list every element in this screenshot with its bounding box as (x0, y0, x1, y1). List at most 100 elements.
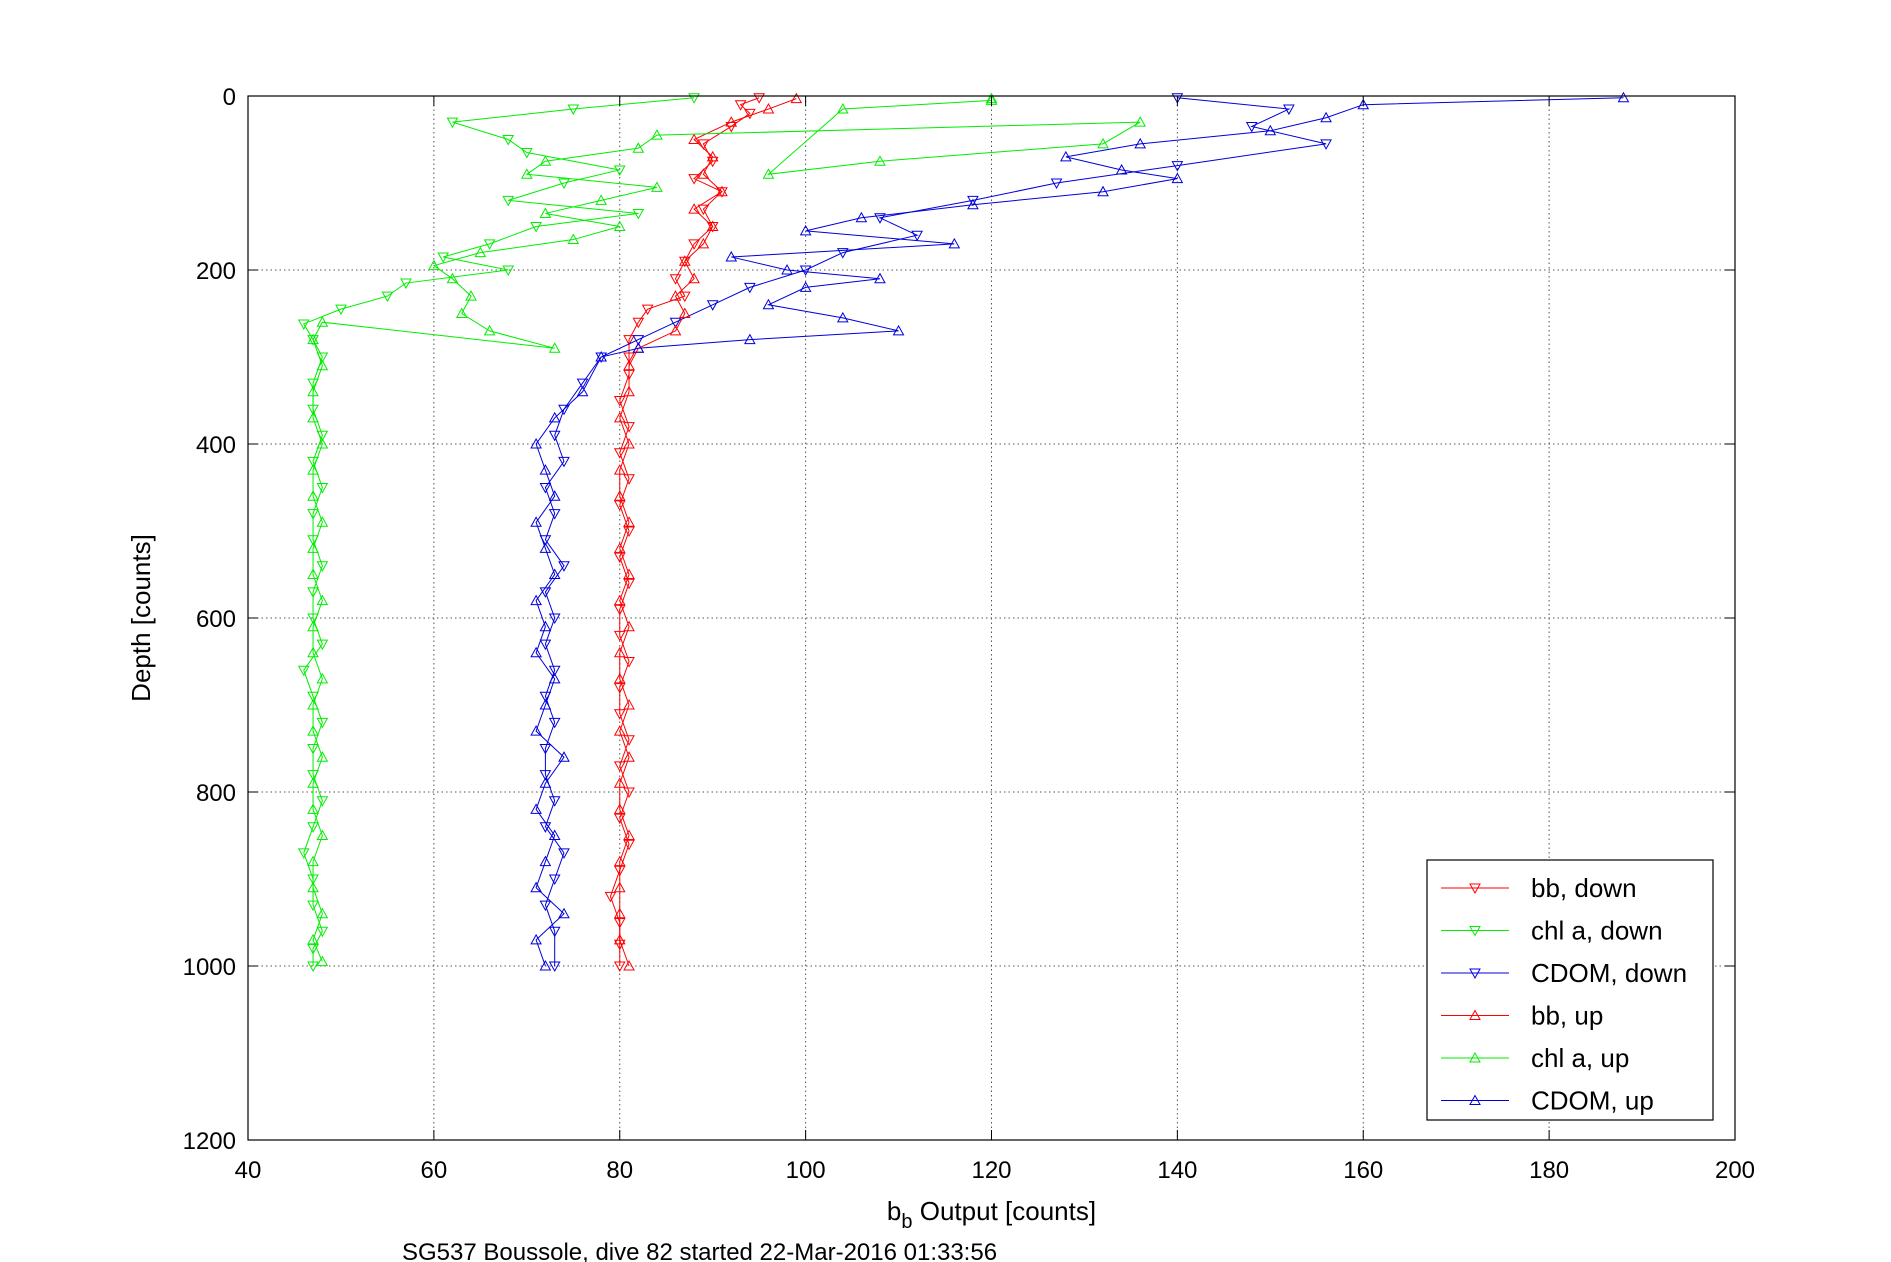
data-point (502, 265, 515, 277)
data-point (651, 181, 663, 192)
data-point (465, 290, 477, 301)
data-point (539, 770, 552, 781)
data-point (548, 411, 561, 423)
data-point (613, 646, 626, 658)
data-point (706, 220, 719, 231)
data-point (623, 474, 635, 485)
data-point (1171, 172, 1184, 184)
data-point (1283, 104, 1295, 116)
data-point (1245, 121, 1258, 133)
data-point (567, 104, 580, 116)
data-point (307, 620, 319, 632)
data-point (307, 464, 319, 475)
y-tick-label: 400 (196, 432, 236, 459)
data-point (455, 307, 468, 318)
data-point (1097, 137, 1109, 149)
data-point (799, 224, 812, 236)
data-point (558, 907, 570, 919)
data-point (613, 855, 626, 867)
data-point (1060, 150, 1072, 162)
legend-marker (1469, 1051, 1481, 1063)
data-point (558, 751, 570, 762)
series-cdom-down (539, 93, 1332, 973)
data-point (530, 933, 542, 945)
series-layer (297, 91, 1630, 973)
data-point (716, 185, 728, 197)
data-point (548, 926, 561, 938)
x-tick-label: 200 (1715, 1157, 1755, 1184)
data-point (307, 900, 319, 912)
data-point (725, 250, 738, 262)
data-point (706, 150, 719, 162)
data-point (613, 464, 626, 475)
data-point (530, 516, 542, 527)
data-point (548, 874, 561, 886)
data-point (725, 116, 738, 127)
data-point (669, 274, 682, 285)
data-point (307, 855, 319, 867)
data-point (307, 944, 319, 955)
data-point (613, 881, 626, 893)
x-tick-label: 180 (1529, 1157, 1569, 1184)
data-point (595, 194, 608, 205)
figure-footer: SG537 Boussole, dive 82 started 22-Mar-2… (402, 1239, 997, 1262)
data-point (688, 133, 700, 144)
legend-label: chl a, down (1531, 916, 1663, 946)
series-line (303, 97, 695, 966)
data-point (623, 359, 635, 371)
data-point (307, 744, 319, 755)
data-point (539, 155, 552, 166)
data-point (790, 92, 803, 104)
data-point (744, 108, 756, 120)
data-point (297, 848, 310, 859)
legend-label: CDOM, down (1531, 958, 1687, 988)
data-point (892, 324, 905, 336)
data-point (1171, 161, 1184, 172)
data-point (437, 252, 450, 263)
data-point (474, 246, 487, 258)
data-point (307, 490, 319, 501)
data-point (548, 672, 561, 684)
data-point (548, 490, 561, 501)
data-point (548, 961, 561, 973)
data-point (623, 335, 635, 346)
data-point (297, 319, 310, 330)
data-point (641, 304, 654, 316)
data-point (613, 396, 626, 407)
data-point (316, 316, 329, 327)
data-point (623, 735, 635, 746)
data-point (613, 961, 626, 973)
data-point (613, 803, 626, 814)
data-point (613, 490, 626, 501)
data-point (316, 594, 329, 606)
data-point (706, 300, 719, 311)
data-point (595, 350, 608, 362)
data-point (576, 378, 589, 390)
data-point (316, 751, 329, 762)
data-point (697, 204, 710, 216)
data-point (623, 516, 635, 527)
data-point (539, 620, 552, 632)
data-point (762, 168, 775, 179)
data-point (1050, 178, 1063, 190)
legend-label: CDOM, up (1531, 1086, 1654, 1116)
data-point (613, 500, 626, 511)
data-point (697, 237, 710, 249)
data-point (613, 630, 626, 642)
data-point (623, 698, 635, 710)
data-point (307, 385, 319, 397)
data-point (753, 93, 766, 104)
data-point (1115, 163, 1128, 175)
data-point (1357, 98, 1370, 110)
data-point (297, 665, 310, 677)
data-point (400, 278, 412, 290)
y-tick-label: 200 (196, 258, 236, 285)
data-point (762, 103, 775, 114)
data-point (539, 777, 552, 788)
data-point (530, 646, 542, 658)
data-point (520, 168, 533, 179)
data-point (632, 208, 645, 220)
data-point (604, 891, 617, 903)
data-point (623, 839, 635, 851)
data-point (1617, 91, 1630, 103)
